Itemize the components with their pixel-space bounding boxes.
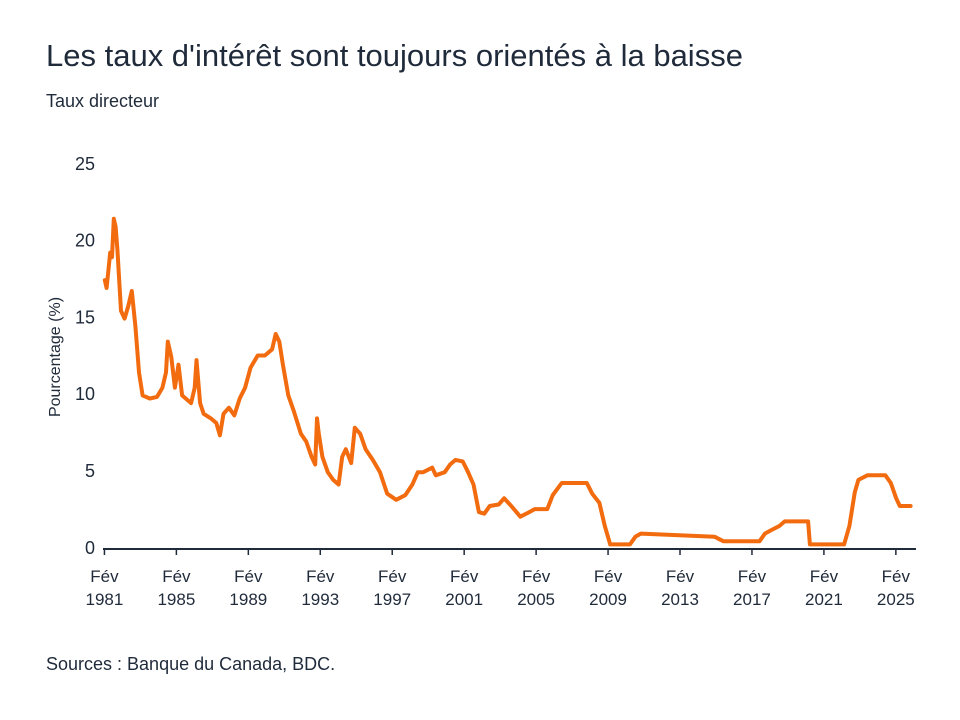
y-tick-label: 10 [75, 384, 95, 404]
x-tick-label: Fév 1989 [229, 567, 268, 609]
y-tick-label: 0 [85, 538, 95, 558]
data-line [102, 216, 913, 547]
x-tick-label: Fév 2001 [445, 567, 484, 609]
chart-title: Les taux d'intérêt sont toujours orienté… [46, 38, 743, 73]
x-tick-label: Fév 2009 [589, 567, 627, 609]
x-tick-label: Fév 2021 [804, 567, 843, 609]
x-tick-label: Fév 1993 [301, 567, 340, 609]
x-tick-label: Fév 2013 [661, 567, 699, 609]
chart-subtitle: Taux directeur [46, 91, 159, 111]
y-tick-label: 15 [75, 307, 95, 327]
x-tick-label: Fév 2025 [876, 567, 915, 609]
y-tick-label: 5 [85, 461, 95, 481]
y-tick-label: 25 [75, 154, 95, 174]
x-tick-label: Fév 2017 [733, 567, 771, 609]
x-tick-label: Fév 2005 [517, 567, 556, 609]
y-axis-label: Pourcentage (%) [47, 297, 64, 417]
x-tick-label: Fév 1997 [373, 567, 412, 609]
source: Sources : Banque du Canada, BDC. [46, 654, 335, 674]
x-tick-label: Fév 1981 [85, 567, 124, 609]
x-tick-label: Fév 1985 [157, 567, 196, 609]
y-tick-label: 20 [75, 231, 95, 251]
